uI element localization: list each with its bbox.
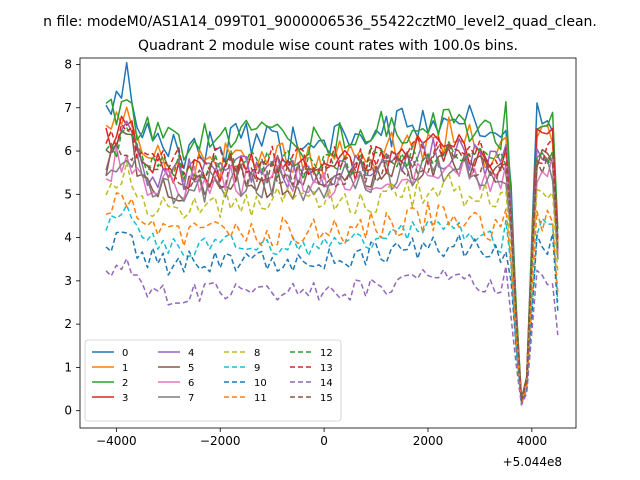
legend-label-1: 1 xyxy=(122,363,128,374)
legend-box xyxy=(84,339,342,422)
y-tick-label: 4 xyxy=(64,231,72,245)
y-tick-label: 3 xyxy=(64,274,72,288)
y-tick-label: 5 xyxy=(64,187,72,201)
figure-suptitle: n file: modeM0/AS1A14_099T01_9000006536_… xyxy=(43,14,597,30)
series-line-10 xyxy=(105,231,559,406)
x-tick-label: 4000 xyxy=(517,434,548,448)
x-offset-label: +5.044e8 xyxy=(503,455,562,469)
legend-label-12: 12 xyxy=(320,348,333,359)
y-tick-label: 1 xyxy=(64,360,72,374)
legend-label-2: 2 xyxy=(122,378,128,389)
x-axis: −4000 −2000 0 2000 4000 xyxy=(96,428,547,448)
y-tick-label: 8 xyxy=(64,57,72,71)
series-line-14 xyxy=(105,257,559,406)
legend-label-9: 9 xyxy=(254,363,260,374)
series-layer xyxy=(105,61,559,406)
y-tick-label: 6 xyxy=(64,144,72,158)
y-tick-label: 2 xyxy=(64,317,72,331)
plot-frame xyxy=(79,57,577,429)
legend-label-13: 13 xyxy=(320,363,333,374)
x-tick-label: 2000 xyxy=(413,434,444,448)
legend-label-8: 8 xyxy=(254,348,260,359)
legend-label-15: 15 xyxy=(320,393,333,404)
series-line-5 xyxy=(105,130,559,402)
series-line-7 xyxy=(105,152,559,403)
legend-label-14: 14 xyxy=(320,378,333,389)
y-axis: 0 1 2 3 4 5 6 7 8 xyxy=(64,57,80,418)
y-tick-label: 7 xyxy=(64,101,72,115)
legend-label-4: 4 xyxy=(188,348,194,359)
series-line-8 xyxy=(105,161,559,403)
legend-label-10: 10 xyxy=(254,378,267,389)
chart-title: Quadrant 2 module wise count rates with … xyxy=(138,38,518,54)
legend-label-0: 0 xyxy=(122,348,128,359)
legend-label-11: 11 xyxy=(254,393,267,404)
series-line-11 xyxy=(105,192,559,405)
legend-label-7: 7 xyxy=(188,393,194,404)
x-tick-label: −2000 xyxy=(200,434,241,448)
legend-label-6: 6 xyxy=(188,378,194,389)
y-tick-label: 0 xyxy=(64,404,72,418)
x-tick-label: 0 xyxy=(320,434,328,448)
series-line-12 xyxy=(105,127,559,402)
series-line-9 xyxy=(105,204,559,405)
x-tick-label: −4000 xyxy=(96,434,137,448)
legend-label-3: 3 xyxy=(122,393,128,404)
series-line-15 xyxy=(105,142,559,401)
legend-label-5: 5 xyxy=(188,363,194,374)
